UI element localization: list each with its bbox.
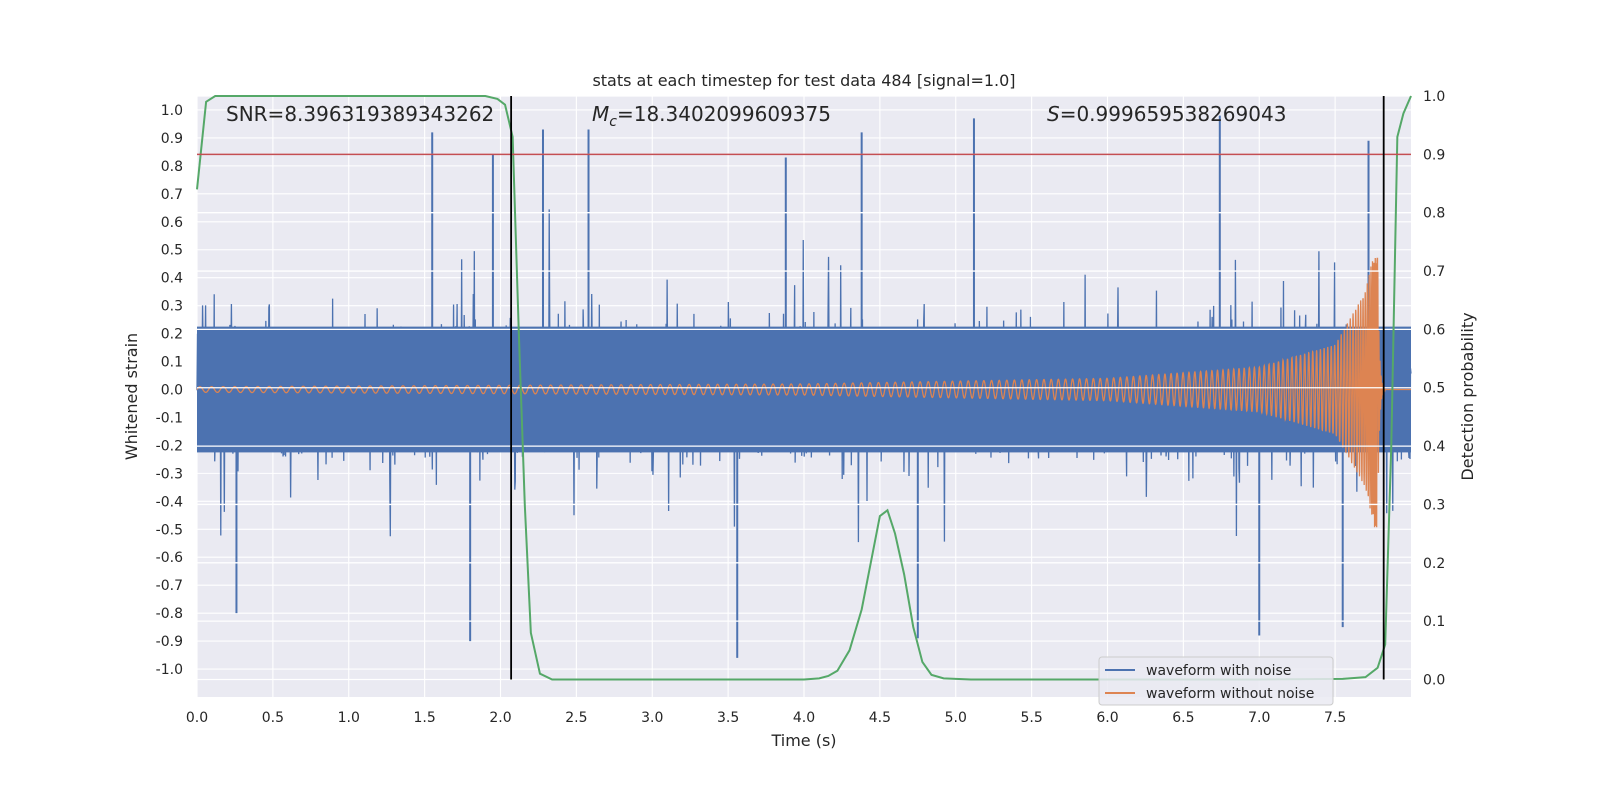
legend: waveform with noise waveform without noi… <box>1098 656 1334 706</box>
waveform-without-noise-series <box>196 257 1411 528</box>
y-tick-label: 1.0 <box>161 103 183 119</box>
chart-title: stats at each timestep for test data 484… <box>592 71 1015 90</box>
y-tick-label: 0.7 <box>161 187 183 203</box>
snr-prefix: SNR= <box>226 102 284 126</box>
right-y-tick-label: 0.5 <box>1423 381 1445 397</box>
y-tick-label: -0.1 <box>156 410 183 426</box>
markers <box>197 96 1411 680</box>
y-tick-label: 0.3 <box>161 299 183 315</box>
x-tick-label: 3.5 <box>717 710 739 726</box>
y-tick-label: 0.9 <box>161 131 183 147</box>
x-tick-label: 6.0 <box>1096 710 1118 726</box>
x-tick-label: 7.5 <box>1324 710 1346 726</box>
x-tick-label: 7.0 <box>1248 710 1270 726</box>
x-tick-label: 2.5 <box>565 710 587 726</box>
x-tick-label: 6.5 <box>1172 710 1194 726</box>
mc-symbol: M <box>592 102 609 126</box>
y-tick-label: 0.5 <box>161 243 183 259</box>
legend-label-noise: waveform with noise <box>1146 663 1291 679</box>
s-value: =0.999659538269043 <box>1060 102 1287 126</box>
y-tick-label: 0.2 <box>161 327 183 343</box>
y-tick-label: 0.6 <box>161 215 183 231</box>
right-y-tick-label: 0.9 <box>1423 147 1445 163</box>
y-tick-label: -0.4 <box>156 494 183 510</box>
y-tick-label: -0.5 <box>156 522 183 538</box>
right-y-tick-label: 0.0 <box>1423 672 1445 688</box>
y-tick-label: -0.8 <box>156 606 183 622</box>
right-y-tick-label: 0.1 <box>1423 614 1445 630</box>
y-tick-label: 0.4 <box>161 271 183 287</box>
snr-value: 8.396319389343262 <box>284 102 494 126</box>
s-annotation: S=0.999659538269043 <box>1047 102 1286 126</box>
mc-value: =18.3402099609375 <box>617 102 831 126</box>
y-tick-label: 0.0 <box>161 383 183 399</box>
right-y-tick-label: 0.3 <box>1423 497 1445 513</box>
y-tick-label: -0.2 <box>156 438 183 454</box>
snr-annotation: SNR=8.396319389343262 <box>226 102 494 126</box>
x-tick-label: 2.0 <box>489 710 511 726</box>
noise-core-band <box>197 326 1411 453</box>
x-axis-label: Time (s) <box>770 731 836 750</box>
right-y-tick-label: 1.0 <box>1423 89 1445 105</box>
x-tick-label: 1.0 <box>338 710 360 726</box>
right-y-tick-label: 0.2 <box>1423 556 1445 572</box>
y-tick-label: 0.8 <box>161 159 183 175</box>
y-tick-label: -0.3 <box>156 466 183 482</box>
y-tick-label: 0.1 <box>161 355 183 371</box>
tick-labels: 0.0 0.5 1.0 1.5 2.0 2.5 3.0 3.5 4.0 4.5 5.0 5.5 6.0 6… <box>156 89 1446 726</box>
s-symbol: S <box>1047 102 1060 126</box>
x-tick-label: 5.5 <box>1020 710 1042 726</box>
legend-label-clean: waveform without noise <box>1146 686 1314 702</box>
x-tick-label: 4.0 <box>793 710 815 726</box>
right-y-tick-label: 0.4 <box>1423 439 1445 455</box>
y-tick-label: -0.7 <box>156 578 183 594</box>
waveform-with-noise-series <box>196 115 1412 658</box>
right-y-tick-label: 0.7 <box>1423 264 1445 280</box>
chirp-mass-annotation: Mc=18.3402099609375 <box>592 102 831 130</box>
mc-subscript: c <box>609 114 617 130</box>
clean-trace <box>196 257 1411 528</box>
x-tick-label: 0.0 <box>186 710 208 726</box>
x-tick-label: 1.5 <box>413 710 435 726</box>
y-tick-label: -0.6 <box>156 550 183 566</box>
x-tick-label: 0.5 <box>262 710 284 726</box>
y-tick-label: -1.0 <box>156 662 183 678</box>
right-y-tick-label: 0.8 <box>1423 206 1445 222</box>
legend-box <box>1098 656 1334 706</box>
right-y-tick-label: 0.6 <box>1423 322 1445 338</box>
x-tick-label: 4.5 <box>869 710 891 726</box>
x-tick-label: 5.0 <box>945 710 967 726</box>
y-tick-label: -0.9 <box>156 634 183 650</box>
y-axis-label: Whitened strain <box>122 333 141 460</box>
x-tick-label: 3.0 <box>641 710 663 726</box>
right-y-axis-label: Detection probability <box>1458 312 1477 480</box>
